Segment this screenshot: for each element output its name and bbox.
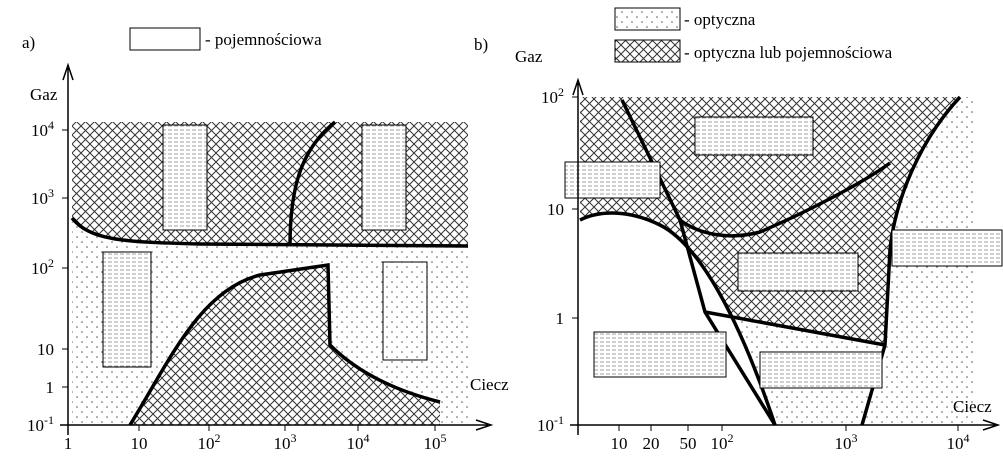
- tick-label: 10: [37, 340, 54, 359]
- tick-base: 10: [347, 434, 364, 453]
- x-axis-label: Ciecz: [470, 375, 509, 394]
- inset-pattern: [102, 251, 152, 368]
- tick-base: 10: [27, 416, 44, 435]
- inset-pattern: [361, 124, 407, 231]
- region-mixed: [72, 122, 468, 246]
- tick-base: 20: [643, 434, 660, 453]
- inset-pattern: [737, 252, 859, 292]
- tick-exponent: 3: [291, 431, 297, 445]
- tick-label: 10: [131, 434, 148, 453]
- tick-label: 104: [347, 431, 370, 453]
- tick-label: 102: [198, 431, 221, 453]
- boundary: [620, 99, 777, 426]
- boundary: [704, 310, 886, 347]
- tick-label: 102: [541, 85, 564, 107]
- tick-label: 103: [274, 431, 297, 453]
- tick-label: 103: [31, 186, 54, 208]
- legend-text: - optyczna lub pojemnościowa: [684, 43, 893, 62]
- tick-exponent: 2: [558, 85, 564, 99]
- tick-base: 10: [947, 434, 964, 453]
- tick-label: 105: [424, 431, 447, 453]
- tick-exponent: -1: [44, 413, 54, 427]
- tick-exponent: 3: [852, 431, 858, 445]
- inset-pattern: [891, 229, 1003, 267]
- tick-base: 10: [835, 434, 852, 453]
- tick-base: 10: [424, 434, 441, 453]
- inset-pattern: [564, 161, 661, 199]
- tick-base: 10: [541, 88, 558, 107]
- legend-text: - optyczna: [684, 10, 756, 29]
- tick-base: 1: [64, 434, 73, 453]
- tick-base: 10: [274, 434, 291, 453]
- inset-pattern: [382, 261, 428, 361]
- region-mixed: [580, 97, 960, 345]
- tick-exponent: 4: [364, 431, 370, 445]
- tick-base: 50: [680, 434, 697, 453]
- tick-exponent: 3: [48, 186, 54, 200]
- legend-swatch: [614, 7, 681, 31]
- tick-exponent: 2: [215, 431, 221, 445]
- tick-base: 10: [37, 340, 54, 359]
- tick-base: 10: [131, 434, 148, 453]
- tick-base: 10: [198, 434, 215, 453]
- tick-base: 10: [31, 121, 48, 140]
- panel-a: - pojemnościowa a) Gaz Ciecz: [22, 27, 509, 435]
- tick-base: 10: [31, 189, 48, 208]
- axes: [60, 62, 494, 435]
- tick-base: 1: [46, 378, 55, 397]
- tick-base: 10: [611, 434, 628, 453]
- tick-label: 104: [31, 118, 54, 140]
- tick-label: 1: [46, 378, 55, 397]
- inset-pattern: [162, 124, 208, 231]
- boundary: [288, 120, 337, 247]
- legend-swatch: [129, 27, 201, 51]
- tick-label: 103: [835, 431, 858, 453]
- tick-exponent: 2: [48, 256, 54, 270]
- x-axis-label: Ciecz: [953, 397, 992, 416]
- tick-exponent: 4: [964, 431, 970, 445]
- tick-label: 10-1: [27, 413, 54, 435]
- tick-base: 10: [537, 416, 554, 435]
- panel-b: - optyczna - optyczna lub pojemnościowa …: [474, 7, 1003, 435]
- boundary: [860, 95, 962, 426]
- boundary: [70, 216, 469, 248]
- tick-label: 1: [64, 434, 73, 453]
- tick-exponent: 2: [728, 431, 734, 445]
- tick-exponent: 5: [441, 431, 447, 445]
- tick-base: 1: [556, 309, 565, 328]
- inset-pattern: [593, 331, 727, 378]
- boundary: [128, 262, 441, 426]
- tick-label: 10: [611, 434, 628, 453]
- region-mixed: [130, 265, 440, 425]
- tick-label: 50: [680, 434, 697, 453]
- boundary: [678, 161, 892, 238]
- panel-label: a): [22, 33, 35, 52]
- tick-label: 1: [556, 309, 565, 328]
- tick-base: 10: [547, 200, 564, 219]
- y-axis-label: Gaz: [515, 47, 543, 66]
- tick-label: 102: [711, 431, 734, 453]
- tick-exponent: 4: [48, 118, 54, 132]
- tick-exponent: -1: [554, 413, 564, 427]
- inset-pattern: [759, 351, 883, 389]
- inset-pattern: [694, 116, 814, 156]
- legend-swatch: [614, 39, 681, 63]
- tick-label: 104: [947, 431, 970, 453]
- tick-label: 102: [31, 256, 54, 278]
- tick-label: 10: [547, 200, 564, 219]
- legend-text: - pojemnościowa: [205, 30, 322, 49]
- boundary: [579, 211, 777, 426]
- tick-base: 10: [711, 434, 728, 453]
- axes: [570, 77, 1001, 435]
- y-axis-label: Gaz: [30, 85, 58, 104]
- tick-label: 10-1: [537, 413, 564, 435]
- panel-label: b): [474, 35, 488, 54]
- tick-label: 20: [643, 434, 660, 453]
- tick-base: 10: [31, 259, 48, 278]
